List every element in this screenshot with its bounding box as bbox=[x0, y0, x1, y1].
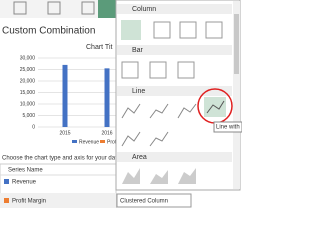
option-hover[interactable] bbox=[204, 97, 226, 117]
screen: Custom Combination Chart Tit 0 5,000 10,00… bbox=[0, 0, 242, 208]
section-bar bbox=[117, 45, 232, 55]
row-selected[interactable] bbox=[0, 193, 116, 208]
icon bbox=[47, 1, 61, 15]
swatch bbox=[4, 198, 9, 203]
section-title: Bar bbox=[132, 47, 144, 54]
option[interactable] bbox=[149, 131, 169, 147]
y-tick-label: 0 bbox=[32, 124, 35, 130]
option[interactable] bbox=[205, 21, 223, 39]
table-header: Series Name bbox=[8, 168, 43, 174]
option[interactable] bbox=[177, 103, 197, 119]
swatch bbox=[4, 179, 9, 184]
bar bbox=[104, 68, 110, 127]
scrollbar[interactable] bbox=[233, 1, 240, 189]
series-name: Revenue bbox=[12, 180, 37, 186]
section-title: Area bbox=[132, 154, 147, 161]
legend-swatch bbox=[100, 140, 105, 143]
series-name: Profit Margin bbox=[12, 199, 46, 205]
page: Custom Combination Chart Tit 0 5,000 10,00… bbox=[0, 0, 242, 208]
instruction: Choose the chart type and axis for your … bbox=[2, 156, 121, 162]
y-tick-label: 25,000 bbox=[20, 67, 36, 73]
chart-type-select[interactable] bbox=[116, 193, 192, 208]
option[interactable] bbox=[177, 61, 195, 79]
option-icon bbox=[206, 100, 225, 114]
option[interactable] bbox=[153, 21, 171, 39]
y-tick-label: 20,000 bbox=[20, 78, 36, 84]
type-strip bbox=[0, 0, 116, 18]
y-tick-label: 5,000 bbox=[22, 113, 35, 119]
option[interactable] bbox=[121, 131, 141, 147]
section-bar bbox=[117, 86, 232, 96]
y-tick-label: 10,000 bbox=[20, 101, 36, 107]
option[interactable] bbox=[179, 21, 197, 39]
x-tick-label: 2015 bbox=[59, 130, 70, 136]
option-selected[interactable] bbox=[121, 20, 141, 40]
option[interactable] bbox=[122, 168, 140, 184]
y-tick-label: 30,000 bbox=[20, 55, 36, 61]
icon bbox=[13, 1, 27, 15]
y-tick-label: 15,000 bbox=[20, 90, 36, 96]
legend-label: Profit bbox=[107, 139, 119, 145]
option[interactable] bbox=[121, 61, 139, 79]
bar bbox=[62, 64, 68, 127]
option[interactable] bbox=[178, 168, 196, 184]
chart-title: Chart Tit bbox=[86, 44, 113, 51]
section-title: Line bbox=[132, 88, 145, 95]
option[interactable] bbox=[150, 170, 168, 184]
tooltip bbox=[213, 121, 242, 133]
tooltip-text: Line with bbox=[216, 125, 240, 131]
select-value: Clustered Column bbox=[120, 199, 168, 205]
legend-swatch bbox=[72, 140, 77, 143]
option[interactable] bbox=[149, 61, 167, 79]
dropdown-panel: Column Bar Line Line with Area bbox=[115, 0, 242, 191]
section-bar bbox=[117, 4, 232, 14]
section-bar bbox=[117, 152, 232, 162]
icon bbox=[81, 1, 95, 15]
legend-label: Revenue bbox=[79, 139, 99, 145]
scroll-thumb[interactable] bbox=[234, 14, 239, 74]
dialog-title: Custom Combination bbox=[2, 26, 95, 37]
x-tick-label: 2016 bbox=[101, 130, 112, 136]
option[interactable] bbox=[149, 103, 169, 119]
section-title: Column bbox=[132, 6, 156, 13]
option[interactable] bbox=[121, 103, 141, 119]
icon-selected[interactable] bbox=[98, 0, 116, 18]
